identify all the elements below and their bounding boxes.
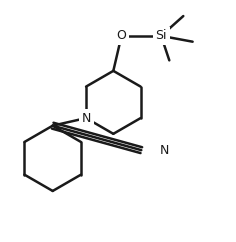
Text: O: O bbox=[117, 29, 126, 42]
Text: Si: Si bbox=[155, 29, 167, 42]
Text: N: N bbox=[81, 112, 91, 125]
Text: N: N bbox=[160, 144, 169, 157]
